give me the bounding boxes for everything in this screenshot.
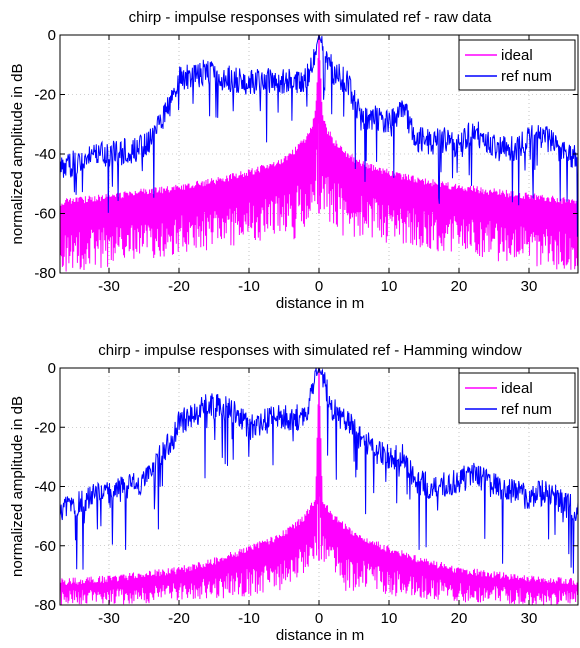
chart-title: chirp - impulse responses with simulated…: [98, 342, 522, 359]
chart-2: -30 -20 -10 0 10 20 30 0 -20 -40 -60 -80 chirp - imp…: [9, 342, 579, 644]
y-tick-label: -20: [34, 87, 56, 104]
x-tick-label: -20: [168, 610, 190, 627]
x-tick-label: -10: [238, 278, 260, 295]
y-tick-label: -40: [34, 146, 56, 163]
x-tick-label: 10: [381, 610, 398, 627]
x-tick-label: 0: [315, 610, 323, 627]
legend-label-ideal: ideal: [501, 380, 533, 397]
y-tick-label: -80: [34, 597, 56, 614]
plot-series: [60, 368, 578, 605]
chart-1: -30 -20 -10 0 10 20 30 0 -20 -40 -60 -80 chirp - imp…: [9, 9, 579, 312]
y-axis-label: normalized amplitude in dB: [9, 396, 26, 577]
y-tick-label: -40: [34, 479, 56, 496]
legend-label-ref-num: ref num: [501, 401, 552, 418]
y-tick-label: -20: [34, 419, 56, 436]
y-tick-label: 0: [48, 360, 56, 377]
x-tick-label: 20: [451, 610, 468, 627]
series-ref-num: [60, 368, 578, 574]
y-tick-label: 0: [48, 27, 56, 44]
x-tick-label: 30: [521, 278, 538, 295]
legend-box: [458, 39, 576, 91]
legend: ideal ref num: [458, 372, 576, 424]
x-axis-label: distance in m: [276, 627, 364, 644]
legend-box: [458, 372, 576, 424]
y-tick-label: -80: [34, 265, 56, 282]
x-tick-label: -10: [238, 610, 260, 627]
x-tick-label: -20: [168, 278, 190, 295]
x-tick-label: 20: [451, 278, 468, 295]
x-tick-label: -30: [98, 610, 120, 627]
x-tick-label: 10: [381, 278, 398, 295]
x-axis-label: distance in m: [276, 295, 364, 312]
legend-label-ref-num: ref num: [501, 68, 552, 85]
x-tick-label: -30: [98, 278, 120, 295]
legend: ideal ref num: [458, 39, 576, 91]
legend-label-ideal: ideal: [501, 47, 533, 64]
chart-title: chirp - impulse responses with simulated…: [129, 9, 492, 26]
x-tick-label: 30: [521, 610, 538, 627]
series-ref-num: [60, 35, 578, 237]
y-tick-label: -60: [34, 206, 56, 223]
x-tick-label: 0: [315, 278, 323, 295]
y-axis-label: normalized amplitude in dB: [9, 64, 26, 245]
y-tick-label: -60: [34, 538, 56, 555]
